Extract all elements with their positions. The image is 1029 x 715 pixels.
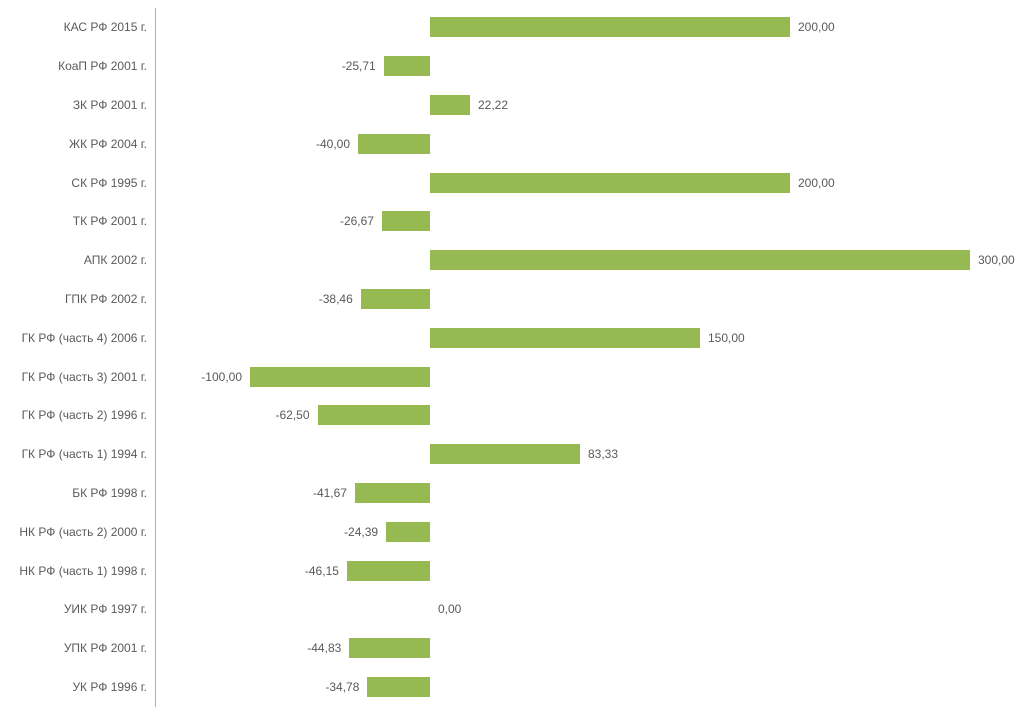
value-label: -44,83 — [307, 641, 341, 655]
plot-area: -44,83 — [155, 629, 974, 668]
value-label: -38,46 — [319, 292, 353, 306]
category-label: ГК РФ (часть 1) 1994 г. — [0, 447, 155, 461]
chart-row: ТК РФ 2001 г. -26,67 — [0, 202, 974, 241]
chart-row: НК РФ (часть 2) 2000 г. -24,39 — [0, 512, 974, 551]
category-label: УК РФ 1996 г. — [0, 680, 155, 694]
category-label: УИК РФ 1997 г. — [0, 602, 155, 616]
plot-area: 200,00 — [155, 8, 974, 47]
value-label: 150,00 — [708, 331, 745, 345]
chart-row: СК РФ 1995 г. 200,00 — [0, 163, 974, 202]
bar — [430, 17, 790, 37]
chart-row: ЖК РФ 2004 г. -40,00 — [0, 124, 974, 163]
category-label: КоаП РФ 2001 г. — [0, 59, 155, 73]
value-label: -26,67 — [340, 214, 374, 228]
category-label: ГК РФ (часть 2) 1996 г. — [0, 408, 155, 422]
category-label: БК РФ 1998 г. — [0, 486, 155, 500]
value-label: -62,50 — [275, 408, 309, 422]
value-label: -46,15 — [305, 564, 339, 578]
category-label: ГК РФ (часть 3) 2001 г. — [0, 370, 155, 384]
chart-row: УК РФ 1996 г. -34,78 — [0, 668, 974, 707]
plot-area: -34,78 — [155, 668, 974, 707]
plot-area: 22,22 — [155, 86, 974, 125]
bar — [349, 638, 430, 658]
chart-row: КАС РФ 2015 г. 200,00 — [0, 8, 974, 47]
value-label: -41,67 — [313, 486, 347, 500]
divergent-bar-chart: КАС РФ 2015 г. 200,00 КоаП РФ 2001 г. -25,7… — [0, 0, 1029, 715]
value-label: -25,71 — [342, 59, 376, 73]
bar — [384, 56, 430, 76]
category-label: УПК РФ 2001 г. — [0, 641, 155, 655]
bar — [361, 289, 430, 309]
chart-row: ГК РФ (часть 1) 1994 г. 83,33 — [0, 435, 974, 474]
chart-row: НК РФ (часть 1) 1998 г. -46,15 — [0, 551, 974, 590]
chart-row: ГК РФ (часть 4) 2006 г. 150,00 — [0, 318, 974, 357]
category-label: АПК 2002 г. — [0, 253, 155, 267]
plot-area: 150,00 — [155, 318, 974, 357]
bar — [430, 328, 700, 348]
chart-row: ГК РФ (часть 3) 2001 г. -100,00 — [0, 357, 974, 396]
value-label: -34,78 — [325, 680, 359, 694]
bar — [367, 677, 430, 697]
category-label: ГПК РФ 2002 г. — [0, 292, 155, 306]
value-label: 200,00 — [798, 176, 835, 190]
chart-row: ЗК РФ 2001 г. 22,22 — [0, 86, 974, 125]
value-label: 200,00 — [798, 20, 835, 34]
chart-row: УПК РФ 2001 г. -44,83 — [0, 629, 974, 668]
value-label: 300,00 — [978, 253, 1015, 267]
value-label: -40,00 — [316, 137, 350, 151]
category-label: СК РФ 1995 г. — [0, 176, 155, 190]
plot-area: -46,15 — [155, 551, 974, 590]
chart-row: УИК РФ 1997 г. 0,00 — [0, 590, 974, 629]
bar — [430, 444, 580, 464]
value-label: -100,00 — [201, 370, 242, 384]
chart-row: БК РФ 1998 г. -41,67 — [0, 474, 974, 513]
plot-area: -62,50 — [155, 396, 974, 435]
bar — [355, 483, 430, 503]
plot-area: 0,00 — [155, 590, 974, 629]
bar — [386, 522, 430, 542]
category-label: ЖК РФ 2004 г. — [0, 137, 155, 151]
plot-area: 200,00 — [155, 163, 974, 202]
plot-area: -41,67 — [155, 474, 974, 513]
bar — [318, 405, 431, 425]
plot-area: -38,46 — [155, 280, 974, 319]
category-label: ГК РФ (часть 4) 2006 г. — [0, 331, 155, 345]
bar — [430, 95, 470, 115]
chart-row: ГПК РФ 2002 г. -38,46 — [0, 280, 974, 319]
chart-row: АПК 2002 г.300,00 — [0, 241, 974, 280]
value-label: -24,39 — [344, 525, 378, 539]
value-label: 22,22 — [478, 98, 508, 112]
plot-area: -26,67 — [155, 202, 974, 241]
value-label: 0,00 — [438, 602, 461, 616]
chart-row: ГК РФ (часть 2) 1996 г. -62,50 — [0, 396, 974, 435]
value-label: 83,33 — [588, 447, 618, 461]
bar — [347, 561, 430, 581]
category-label: ТК РФ 2001 г. — [0, 214, 155, 228]
bar — [358, 134, 430, 154]
bar — [382, 211, 430, 231]
chart-row: КоаП РФ 2001 г. -25,71 — [0, 47, 974, 86]
category-label: НК РФ (часть 1) 1998 г. — [0, 564, 155, 578]
plot-area: 83,33 — [155, 435, 974, 474]
category-label: ЗК РФ 2001 г. — [0, 98, 155, 112]
plot-area: 300,00 — [155, 241, 974, 280]
category-label: НК РФ (часть 2) 2000 г. — [0, 525, 155, 539]
plot-area: -100,00 — [155, 357, 974, 396]
category-label: КАС РФ 2015 г. — [0, 20, 155, 34]
bar — [430, 250, 970, 270]
bar — [430, 173, 790, 193]
plot-area: -25,71 — [155, 47, 974, 86]
plot-area: -24,39 — [155, 512, 974, 551]
plot-area: -40,00 — [155, 124, 974, 163]
bar — [250, 367, 430, 387]
